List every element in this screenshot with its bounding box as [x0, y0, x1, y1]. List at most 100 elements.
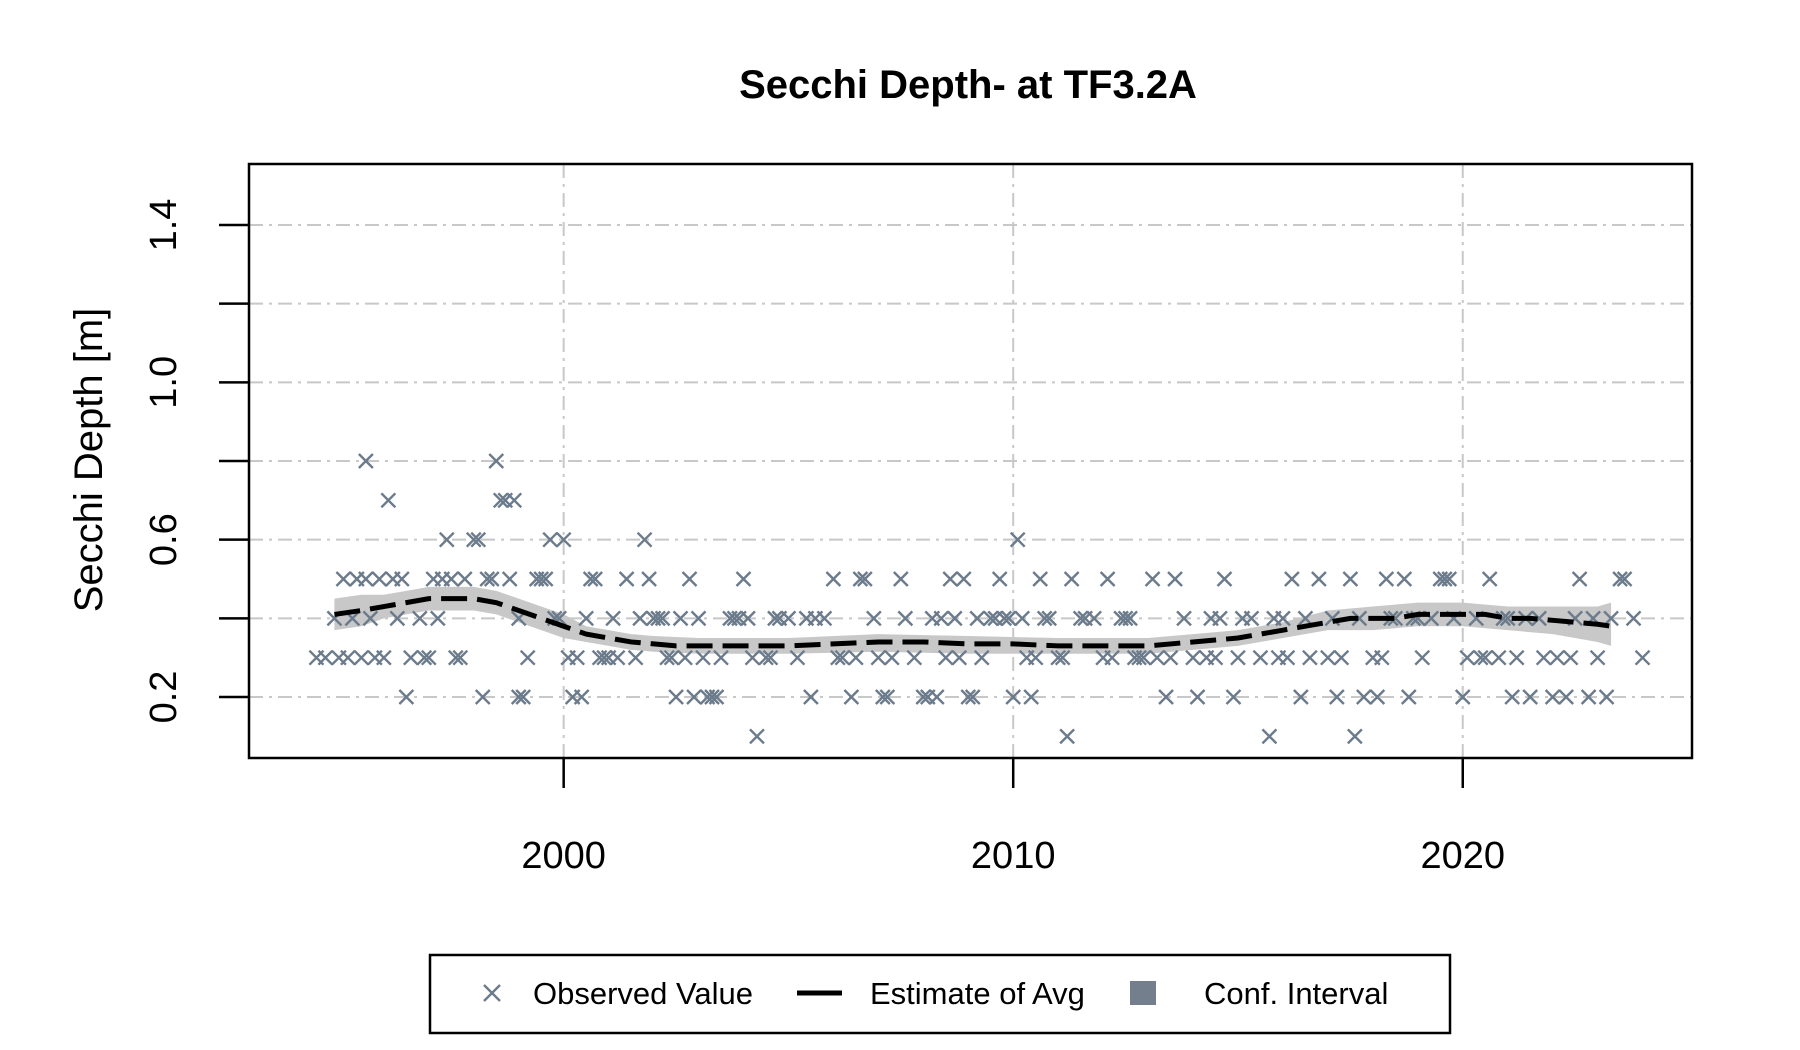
observed-point — [672, 610, 689, 627]
observed-point — [677, 649, 693, 666]
observed-point — [1373, 649, 1390, 666]
observed-point — [420, 649, 437, 666]
observed-point — [1117, 610, 1134, 627]
observed-point — [892, 571, 909, 587]
observed-point — [1041, 610, 1058, 627]
observed-point — [1320, 649, 1336, 666]
observed-point — [843, 689, 860, 705]
observed-point — [897, 610, 914, 627]
observed-point — [1387, 610, 1404, 627]
observed-point — [1522, 689, 1539, 705]
observed-point — [982, 610, 999, 627]
observed-point — [946, 610, 963, 627]
observed-point — [1023, 689, 1040, 705]
observed-point — [605, 610, 621, 627]
observed-point — [1499, 610, 1516, 627]
axis-ticks: 2000 2010 2020 0.2 0.6 1.0 1.4 — [143, 199, 1505, 877]
legend-ci-label: Conf. Interval — [1204, 976, 1388, 1011]
observed-point — [1000, 610, 1017, 627]
observed-point — [1369, 689, 1386, 705]
observed-point — [686, 689, 702, 705]
observed-point — [1230, 649, 1246, 666]
observed-point — [362, 610, 379, 627]
observed-point — [933, 610, 950, 627]
observed-point — [1333, 649, 1350, 666]
observed-point — [1072, 610, 1089, 627]
observed-point — [533, 571, 550, 587]
observed-point — [371, 571, 388, 587]
observed-point — [1616, 571, 1633, 587]
observed-point — [358, 453, 374, 469]
observed-point — [1185, 649, 1201, 666]
x-tick-label: 2010 — [971, 835, 1056, 877]
observed-point — [1355, 689, 1372, 705]
observed-point — [1131, 649, 1147, 666]
observed-point — [1284, 571, 1300, 587]
observed-point — [1009, 531, 1026, 548]
observed-point — [1598, 689, 1615, 705]
observed-point — [609, 649, 626, 666]
observed-point — [452, 649, 469, 666]
observed-point — [411, 610, 428, 627]
observed-point — [1612, 571, 1628, 587]
observed-point — [1378, 571, 1395, 587]
observed-point — [483, 571, 500, 587]
observed-point — [1400, 689, 1417, 705]
observed-point — [857, 571, 873, 587]
y-tick-label: 1.0 — [143, 356, 185, 409]
observed-point — [1454, 689, 1471, 705]
estimate-line — [334, 596, 1612, 649]
observed-point — [1063, 571, 1080, 587]
observed-point — [569, 649, 586, 666]
observed-point — [1162, 649, 1179, 666]
observed-point — [726, 610, 743, 627]
x-tick-label: 2020 — [1420, 835, 1505, 877]
observed-point — [874, 689, 891, 705]
observed-point — [1311, 571, 1327, 587]
observed-point — [758, 649, 774, 666]
observed-point — [317, 649, 334, 666]
observed-point — [416, 649, 433, 666]
observed-point — [340, 649, 356, 666]
observed-point — [1634, 649, 1651, 666]
observed-point — [1504, 689, 1521, 705]
legend-box — [428, 953, 1452, 1035]
observed-point — [695, 649, 711, 666]
observed-point — [1122, 610, 1138, 627]
observed-point — [519, 649, 536, 666]
observed-point — [1481, 571, 1498, 587]
observed-point — [870, 649, 887, 666]
observed-point — [704, 689, 720, 705]
observed-point — [510, 689, 527, 705]
observed-point — [1050, 649, 1067, 666]
observed-point — [816, 610, 833, 627]
observed-point — [964, 689, 981, 705]
observed-point — [848, 649, 864, 666]
observed-point — [587, 571, 603, 587]
observed-point — [1275, 610, 1291, 627]
observed-point — [744, 649, 761, 666]
legend-ci-marker — [1130, 981, 1156, 1005]
observed-point — [969, 610, 986, 627]
observed-point — [393, 571, 410, 587]
chart-title: Secchi Depth- at TF3.2A — [739, 63, 1197, 107]
observed-point — [852, 571, 869, 587]
observed-point — [596, 649, 612, 666]
observed-point — [942, 571, 959, 587]
observed-point — [627, 649, 644, 666]
observed-point — [389, 610, 406, 627]
observed-point — [951, 649, 968, 666]
observed-point — [1625, 610, 1642, 627]
observed-point — [1225, 689, 1242, 705]
observed-point — [618, 571, 635, 587]
observed-point — [650, 610, 666, 627]
observed-point — [358, 571, 374, 587]
observed-point — [1261, 728, 1278, 745]
observed-point — [1351, 610, 1368, 627]
observed-point — [1544, 689, 1561, 705]
observed-point — [1508, 649, 1525, 666]
observed-point — [659, 649, 675, 666]
observed-point — [380, 492, 397, 509]
observed-point — [1571, 571, 1588, 587]
observed-point — [960, 689, 977, 705]
